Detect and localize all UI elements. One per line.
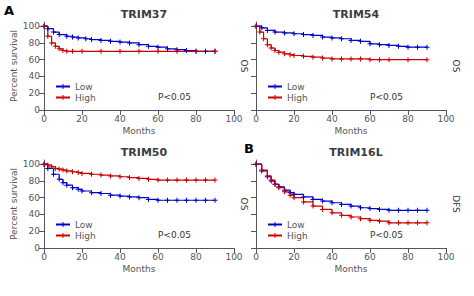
svg-text:100: 100 xyxy=(437,114,454,124)
svg-text:40: 40 xyxy=(29,209,41,219)
svg-text:P<0.05: P<0.05 xyxy=(158,92,191,102)
svg-text:20: 20 xyxy=(29,226,41,236)
svg-text:100: 100 xyxy=(225,252,242,262)
svg-text:100: 100 xyxy=(225,114,242,124)
svg-text:OS: OS xyxy=(451,60,461,73)
svg-text:20: 20 xyxy=(76,114,88,124)
svg-text:High: High xyxy=(75,231,96,241)
svg-text:0: 0 xyxy=(41,114,47,124)
svg-text:High: High xyxy=(75,93,96,103)
svg-text:P<0.05: P<0.05 xyxy=(370,92,403,102)
svg-text:OS: OS xyxy=(239,198,249,211)
svg-text:60: 60 xyxy=(364,252,376,262)
svg-text:100: 100 xyxy=(437,252,454,262)
svg-text:Percent survival: Percent survival xyxy=(9,168,19,240)
svg-text:Months: Months xyxy=(335,126,368,136)
svg-text:20: 20 xyxy=(76,252,88,262)
svg-text:20: 20 xyxy=(29,88,41,98)
svg-text:20: 20 xyxy=(288,252,300,262)
svg-text:40: 40 xyxy=(29,71,41,81)
svg-text:Percent survival: Percent survival xyxy=(9,30,19,102)
svg-text:TRIM54: TRIM54 xyxy=(333,8,380,21)
svg-text:0: 0 xyxy=(253,114,259,124)
svg-text:80: 80 xyxy=(402,114,414,124)
svg-text:40: 40 xyxy=(326,114,338,124)
svg-text:A: A xyxy=(4,3,14,18)
svg-text:High: High xyxy=(287,231,308,241)
svg-text:80: 80 xyxy=(29,38,41,48)
svg-text:Low: Low xyxy=(75,82,93,92)
svg-text:Months: Months xyxy=(123,126,156,136)
svg-text:P<0.05: P<0.05 xyxy=(158,230,191,240)
svg-text:P<0.05: P<0.05 xyxy=(370,230,403,240)
svg-text:80: 80 xyxy=(190,252,202,262)
svg-text:60: 60 xyxy=(29,193,41,203)
svg-text:80: 80 xyxy=(190,114,202,124)
svg-text:Low: Low xyxy=(287,82,305,92)
svg-text:TRIM16L: TRIM16L xyxy=(329,146,382,159)
svg-text:Months: Months xyxy=(335,264,368,274)
svg-text:100: 100 xyxy=(23,159,40,169)
svg-text:TRIM37: TRIM37 xyxy=(121,8,167,21)
svg-text:60: 60 xyxy=(364,114,376,124)
svg-text:40: 40 xyxy=(326,252,338,262)
svg-text:TRIM50: TRIM50 xyxy=(121,146,168,159)
svg-text:60: 60 xyxy=(29,55,41,65)
svg-text:B: B xyxy=(244,141,254,156)
svg-text:40: 40 xyxy=(114,252,126,262)
svg-text:0: 0 xyxy=(34,243,40,253)
svg-text:DFS: DFS xyxy=(451,195,461,213)
svg-text:Low: Low xyxy=(75,220,93,230)
svg-text:0: 0 xyxy=(41,252,47,262)
svg-text:60: 60 xyxy=(152,114,164,124)
svg-text:80: 80 xyxy=(402,252,414,262)
svg-text:0: 0 xyxy=(253,252,259,262)
svg-text:20: 20 xyxy=(288,114,300,124)
svg-text:High: High xyxy=(287,93,308,103)
svg-text:Low: Low xyxy=(287,220,305,230)
svg-text:80: 80 xyxy=(29,176,41,186)
svg-text:60: 60 xyxy=(152,252,164,262)
svg-text:100: 100 xyxy=(23,21,40,31)
svg-text:40: 40 xyxy=(114,114,126,124)
svg-text:0: 0 xyxy=(34,105,40,115)
svg-text:OS: OS xyxy=(239,60,249,73)
svg-text:Months: Months xyxy=(123,264,156,274)
